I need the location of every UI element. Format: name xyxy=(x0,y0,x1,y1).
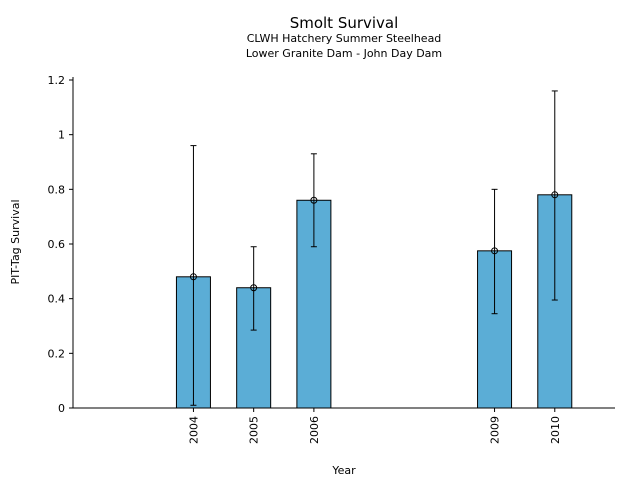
point-marker-2010 xyxy=(551,191,559,199)
point-marker-2005 xyxy=(250,284,258,292)
point-marker-2004 xyxy=(189,273,197,281)
x-tick-label: 2006 xyxy=(308,416,321,444)
y-tick-label: 0.8 xyxy=(48,183,66,196)
x-axis-label: Year xyxy=(331,464,356,477)
x-tick-label: 2009 xyxy=(489,416,502,444)
x-tick-label: 2004 xyxy=(187,416,200,444)
point-marker-2006 xyxy=(310,196,318,204)
plot-area xyxy=(175,90,573,409)
y-tick-label: 1 xyxy=(58,129,65,142)
point-marker-2009 xyxy=(491,247,499,255)
x-tick-label: 2005 xyxy=(248,416,261,444)
y-tick-label: 0.6 xyxy=(48,238,66,251)
x-tick-label: 2010 xyxy=(549,416,562,444)
y-axis-ticks: 0 0.2 0.4 0.6 0.8 1 1.2 xyxy=(48,74,73,415)
chart-title: Smolt Survival xyxy=(290,14,399,32)
chart-subtitle-line-2: Lower Granite Dam - John Day Dam xyxy=(246,47,442,60)
y-tick-label: 1.2 xyxy=(48,74,66,87)
y-tick-label: 0 xyxy=(58,402,65,415)
y-axis-label: PIT-Tag Survival xyxy=(9,199,22,284)
chart-subtitle-line-1: CLWH Hatchery Summer Steelhead xyxy=(247,32,442,45)
y-tick-label: 0.4 xyxy=(48,293,66,306)
y-tick-label: 0.2 xyxy=(48,347,66,360)
x-axis-ticks: 2004 2005 2006 2009 2010 xyxy=(187,408,562,444)
